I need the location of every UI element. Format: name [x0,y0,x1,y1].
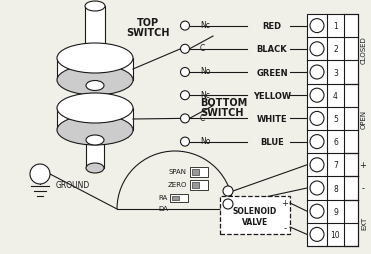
Text: CLOSED: CLOSED [361,36,367,64]
Text: 3: 3 [333,68,338,77]
Circle shape [181,91,190,100]
Bar [192,169,199,175]
Text: SOLENOID: SOLENOID [233,206,277,215]
Circle shape [310,204,324,218]
Text: RED: RED [84,65,106,75]
Text: 6: 6 [333,138,338,147]
Text: SWITCH: SWITCH [200,108,243,118]
Circle shape [310,43,324,57]
Circle shape [30,164,50,184]
Text: ZERO: ZERO [168,181,187,187]
Text: SPAN: SPAN [168,168,186,174]
Bar [307,15,358,246]
Text: 4: 4 [333,91,338,100]
Circle shape [310,20,324,34]
Text: GREEN: GREEN [256,68,288,77]
Text: -: - [361,184,364,193]
Text: 9: 9 [333,207,338,216]
Text: YELLOW: YELLOW [74,115,116,124]
Text: 5: 5 [333,115,338,123]
Bar [172,196,179,200]
Bar [190,180,208,190]
Text: BLACK: BLACK [257,45,287,54]
Ellipse shape [57,44,133,74]
Text: C: C [200,44,205,53]
Polygon shape [86,140,104,168]
Ellipse shape [85,2,105,12]
Text: 10: 10 [331,230,340,239]
Circle shape [223,199,233,209]
Text: 7: 7 [333,161,338,170]
Circle shape [181,138,190,147]
Bar [170,194,188,202]
Circle shape [310,112,324,126]
Ellipse shape [86,135,104,146]
Text: Nc: Nc [200,21,210,30]
Polygon shape [86,86,104,99]
Text: 1: 1 [333,22,338,31]
Text: 2: 2 [333,45,338,54]
Text: GROUND: GROUND [56,180,90,189]
Text: TOP: TOP [137,18,159,28]
Text: -: - [283,224,286,233]
Circle shape [310,89,324,103]
Text: RED: RED [262,22,282,31]
Circle shape [181,68,190,77]
Circle shape [181,45,190,54]
Text: SWITCH: SWITCH [126,28,170,38]
Bar [220,196,290,234]
Bar [192,182,199,188]
Polygon shape [57,108,133,131]
Circle shape [181,115,190,123]
Bar [190,167,208,177]
Circle shape [223,186,233,196]
Text: +: + [359,161,367,170]
Text: No: No [200,67,210,76]
Text: VALVE: VALVE [242,217,268,227]
Circle shape [310,228,324,242]
Text: WHITE: WHITE [257,115,287,123]
Text: No: No [200,137,210,146]
Text: BLUE: BLUE [260,138,284,147]
Circle shape [181,22,190,31]
Text: Nc: Nc [200,90,210,99]
Ellipse shape [86,163,104,173]
Text: +: + [282,198,288,207]
Circle shape [310,135,324,149]
Circle shape [310,181,324,195]
Text: C: C [200,114,205,122]
Text: BOTTOM: BOTTOM [200,98,247,108]
Text: DA: DA [158,205,168,211]
Polygon shape [85,7,105,59]
Text: 8: 8 [333,184,338,193]
Circle shape [310,158,324,172]
Circle shape [310,66,324,80]
Ellipse shape [85,54,105,64]
Ellipse shape [86,81,104,91]
Ellipse shape [57,116,133,146]
Text: YELLOW: YELLOW [253,91,291,100]
Polygon shape [57,59,133,81]
Text: RA: RA [158,194,167,200]
Ellipse shape [57,66,133,96]
Ellipse shape [57,94,133,123]
Ellipse shape [86,94,104,104]
Text: EXT: EXT [361,216,367,230]
Text: OPEN: OPEN [361,109,367,129]
